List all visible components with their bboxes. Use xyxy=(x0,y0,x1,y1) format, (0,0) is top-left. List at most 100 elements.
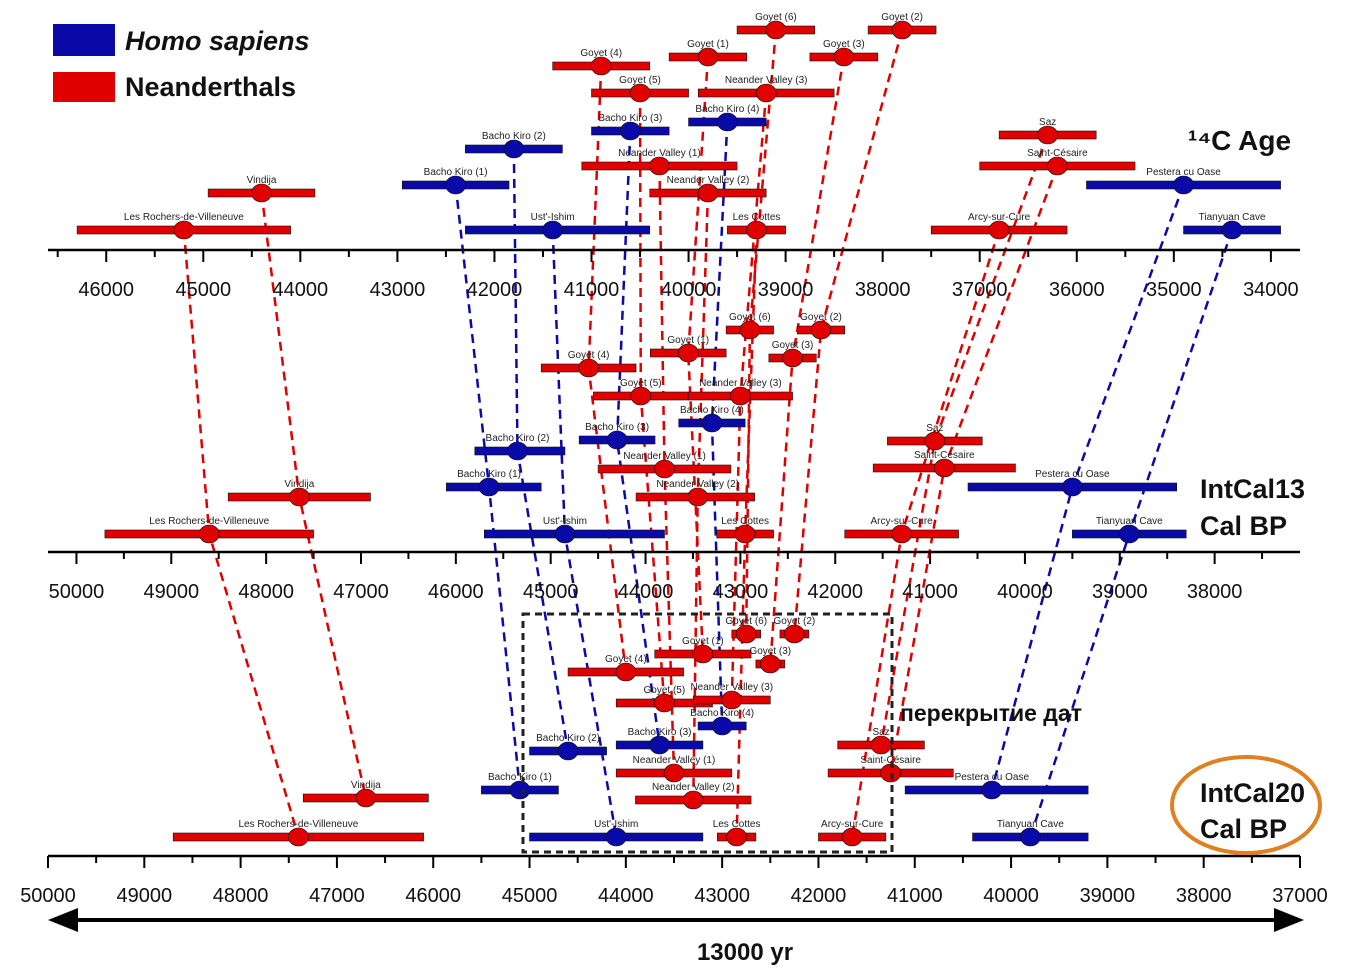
intcal13-label-goyet-1-: Goyet (1) xyxy=(667,335,709,346)
intcal13-tick-label: 41000 xyxy=(902,581,958,603)
intcal20-label-les-rochers-de-villeneuve: Les Rochers-de-Villeneuve xyxy=(238,819,358,830)
c14-point-neander-valley-2- xyxy=(697,183,719,203)
c14-tick-label: 40000 xyxy=(661,279,717,301)
intcal20-tick-label: 47000 xyxy=(309,885,365,907)
intcal13-tick-label: 48000 xyxy=(238,581,294,603)
c14-point-pestera-cu-oase xyxy=(1173,175,1194,195)
intcal20-label-goyet-3-: Goyet (3) xyxy=(749,646,791,657)
intcal20-point-goyet-6- xyxy=(735,624,757,644)
intcal13-tick-label: 39000 xyxy=(1092,581,1148,603)
legend-label-neanderthals: Neanderthals xyxy=(125,72,296,102)
intcal20-tick-label: 44000 xyxy=(598,885,654,907)
c14-tick-label: 41000 xyxy=(564,279,620,301)
c14-point-arcy-sur-cure xyxy=(988,220,1010,240)
intcal20-label-arcy-sur-cure: Arcy-sur-Cure xyxy=(821,819,884,830)
intcal13-tick-label: 47000 xyxy=(333,581,389,603)
c14-tick-label: 36000 xyxy=(1049,279,1105,301)
intcal20-point-tianyuan-cave xyxy=(1020,827,1041,847)
intcal13-point-goyet-6- xyxy=(739,320,761,340)
connector-saz xyxy=(879,134,1049,746)
data-marks: Goyet (6) Goyet (2) Goyet (4) Goyet (1) Goye… xyxy=(76,12,1281,847)
intcal13-label-pestera-cu-oase: Pestera cu Oase xyxy=(1035,469,1110,480)
intcal13-label-saz: Saz xyxy=(926,423,943,434)
c14-tick-label: 37000 xyxy=(952,279,1008,301)
legend-swatch-sapiens xyxy=(53,24,115,56)
c14-point-bacho-kiro-4- xyxy=(717,112,738,132)
intcal13-label-les-rochers-de-villeneuve: Les Rochers-de-Villeneuve xyxy=(149,516,269,527)
intcal13-label-goyet-3-: Goyet (3) xyxy=(772,340,814,351)
intcal13-label-saint-c-saire: Saint-Césaire xyxy=(914,450,975,461)
c14-tick-label: 34000 xyxy=(1243,279,1299,301)
intcal13-label-ust-ishim: Ust'-Ishim xyxy=(543,516,587,527)
intcal20-point-neander-valley-2- xyxy=(682,790,704,810)
c14-label-bacho-kiro-2-: Bacho Kiro (2) xyxy=(482,131,546,142)
c14-label-bacho-kiro-4-: Bacho Kiro (4) xyxy=(695,104,759,115)
intcal20-label-saz: Saz xyxy=(872,727,889,738)
c14-label-goyet-5-: Goyet (5) xyxy=(619,75,661,86)
intcal20-label-goyet-4-: Goyet (4) xyxy=(605,654,647,665)
intcal20-label-neander-valley-1-: Neander Valley (1) xyxy=(633,755,716,766)
intcal20-label-bacho-kiro-1-: Bacho Kiro (1) xyxy=(488,772,552,783)
intcal20-label-les-cottes: Les Cottes xyxy=(713,819,761,830)
intcal20-point-neander-valley-1- xyxy=(663,763,685,783)
intcal20-highlight-circle xyxy=(1170,755,1322,855)
intcal13-point-pestera-cu-oase xyxy=(1062,477,1083,497)
span-label: 13000 yr xyxy=(697,939,793,966)
c14-age-label: ¹⁴C Age xyxy=(1188,125,1291,156)
c14-label-neander-valley-2-: Neander Valley (2) xyxy=(667,175,750,186)
intcal13-point-ust-ishim xyxy=(554,524,576,544)
intcal13-point-neander-valley-3- xyxy=(730,386,751,406)
intcal20-label-neander-valley-3-: Neander Valley (3) xyxy=(690,682,773,693)
legend-swatch-neanderthals xyxy=(53,72,115,102)
c14-tick-label: 38000 xyxy=(855,279,911,301)
intcal13-label-tianyuan-cave: Tianyuan Cave xyxy=(1096,516,1163,527)
intcal13-point-bacho-kiro-4- xyxy=(701,413,723,433)
intcal13-tick-label: 43000 xyxy=(713,581,769,603)
intcal20-point-goyet-4- xyxy=(615,662,637,682)
c14-tick-label: 44000 xyxy=(273,279,329,301)
intcal20-label-pestera-cu-oase: Pestera cu Oase xyxy=(955,772,1030,783)
intcal20-point-saz xyxy=(870,735,892,755)
intcal20-point-ust-ishim xyxy=(605,827,627,847)
c14-label-ust-ishim: Ust'-Ishim xyxy=(531,212,575,223)
intcal20-point-vindija xyxy=(355,788,377,808)
c14-label-arcy-sur-cure: Arcy-sur-Cure xyxy=(968,212,1031,223)
intcal20-label: IntCal20 xyxy=(1200,778,1305,808)
intcal13-point-les-cottes xyxy=(734,524,756,544)
intcal13-point-arcy-sur-cure xyxy=(891,524,912,544)
intcal13-tick-label: 45000 xyxy=(523,581,579,603)
intcal13-label-bacho-kiro-2-: Bacho Kiro (2) xyxy=(486,433,550,444)
c14-tick-label: 39000 xyxy=(758,279,814,301)
intcal20-point-arcy-sur-cure xyxy=(841,827,863,847)
c14-point-les-rochers-de-villeneuve xyxy=(173,220,195,240)
intcal13-label-neander-valley-1-: Neander Valley (1) xyxy=(623,451,706,462)
intcal20-point-goyet-2- xyxy=(784,624,805,644)
intcal13-tick-label: 38000 xyxy=(1187,581,1243,603)
intcal20-point-bacho-kiro-3- xyxy=(649,735,670,755)
intcal13-tick-label: 42000 xyxy=(807,581,863,603)
intcal20-tick-label: 49000 xyxy=(116,885,172,907)
c14-label-goyet-2-: Goyet (2) xyxy=(881,12,923,23)
intcal13-point-neander-valley-1- xyxy=(654,459,675,479)
intcal20-tick-label: 50000 xyxy=(20,885,76,907)
c14-label-pestera-cu-oase: Pestera cu Oase xyxy=(1146,167,1221,178)
intcal13-point-saint-c-saire xyxy=(934,458,955,478)
axes: 46000 45000 44000 43000 42000 41000 40000 39000… xyxy=(20,248,1328,907)
intcal20-tick-label: 43000 xyxy=(694,885,750,907)
intcal20-point-neander-valley-3- xyxy=(721,690,743,710)
intcal20-point-bacho-kiro-1- xyxy=(509,780,531,800)
c14-point-goyet-4- xyxy=(590,56,612,76)
intcal13-point-bacho-kiro-1- xyxy=(478,477,500,497)
intcal13-label-goyet-5-: Goyet (5) xyxy=(620,378,662,389)
c14-tick-label: 45000 xyxy=(175,279,231,301)
legend: Homo sapiens Neanderthals xyxy=(53,24,310,102)
c14-label-tianyuan-cave: Tianyuan Cave xyxy=(1199,212,1266,223)
intcal13-point-saz xyxy=(924,431,946,451)
intcal20-point-goyet-3- xyxy=(760,654,781,674)
intcal13-label-goyet-6-: Goyet (6) xyxy=(729,312,771,323)
intcal20-point-les-rochers-de-villeneuve xyxy=(288,827,309,847)
intcal13-point-vindija xyxy=(289,487,310,507)
intcal20-label-vindija: Vindija xyxy=(351,780,381,791)
intcal13-point-bacho-kiro-2- xyxy=(507,441,528,461)
c14-label-saz: Saz xyxy=(1039,117,1056,128)
